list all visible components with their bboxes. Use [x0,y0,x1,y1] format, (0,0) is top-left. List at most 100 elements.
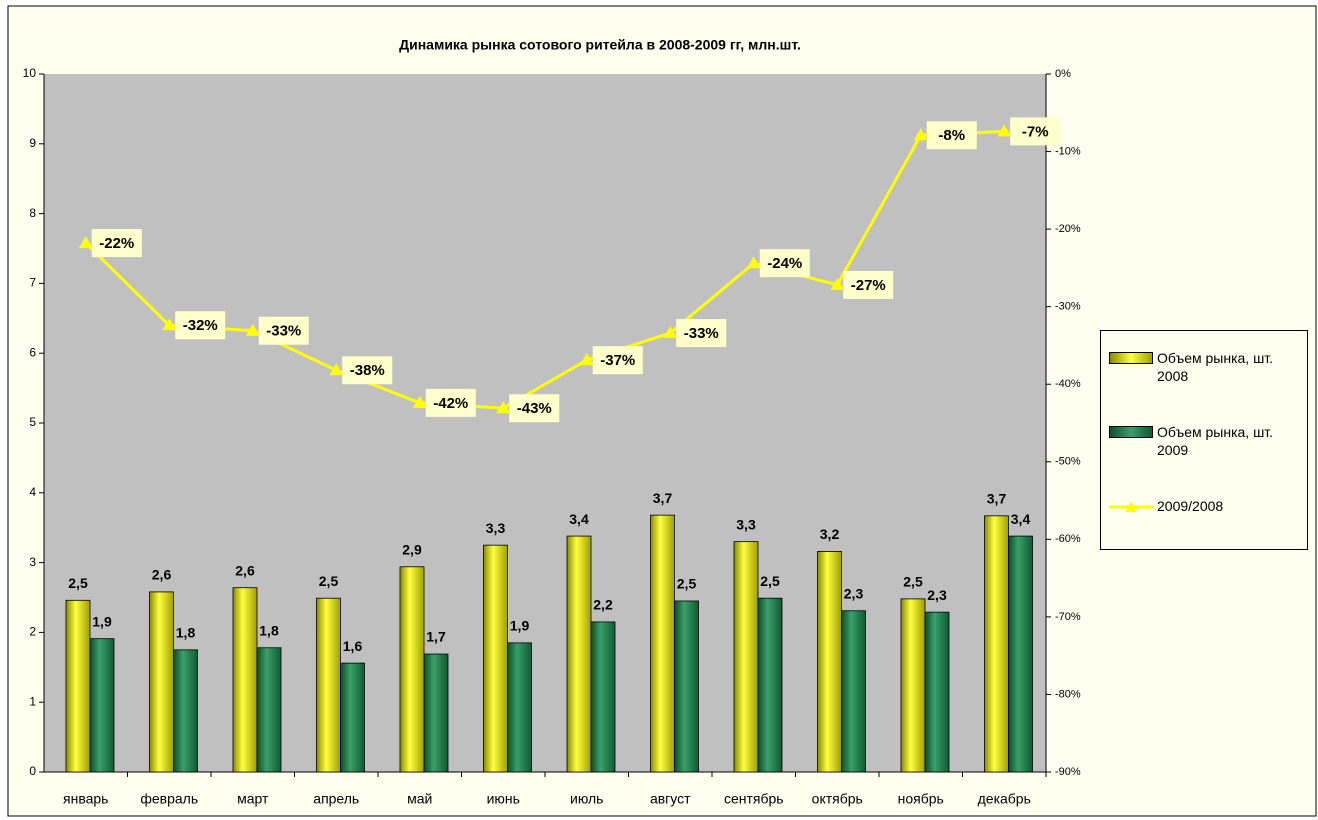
line-label: -38% [350,362,385,379]
bar-label: 2,2 [593,597,613,613]
y2-tick-label: -70% [1055,611,1081,623]
bar-label: 3,2 [820,526,840,542]
x-tick-label: сентябрь [724,791,784,807]
legend-label: Объем рынка, шт. 2008 [1157,350,1274,384]
legend: Объем рынка, шт. 2008 Объем рынка, шт. 20… [1100,330,1308,550]
y2-tick-label: -40% [1055,378,1081,390]
bar-label: 1,8 [259,622,279,638]
bar [507,642,532,773]
bar [757,597,783,773]
legend-swatch [1109,426,1153,438]
y-tick-label: 1 [29,694,36,708]
y-tick-label: 6 [29,345,36,359]
bar [841,610,866,773]
line-marker [78,236,93,249]
bar [900,598,926,773]
x-tick-label: январь [63,791,108,807]
x-tick-label: ноябрь [898,791,944,807]
line-label-box [509,394,560,423]
line-label-box [91,229,142,258]
y-tick-label: 10 [23,66,37,80]
bar [173,649,198,773]
bar [566,535,592,773]
bar-label: 2,9 [402,541,422,557]
y2-tick-label: -90% [1055,766,1081,778]
bar-label: 2,5 [677,576,697,592]
line-marker [245,323,260,336]
line-marker [830,277,845,290]
bar [483,544,508,773]
line-label: -33% [266,323,301,340]
bar [256,647,282,773]
bar-label: 3,4 [1011,511,1031,527]
x-tick-label: август [650,791,691,807]
line-marker [913,128,928,141]
y2-tick-label: 0% [1055,68,1071,80]
y-tick-label: 4 [29,485,36,499]
bar [232,587,258,773]
line-label: -32% [183,317,218,334]
bar [340,662,365,773]
bar [316,597,341,773]
line-label-box [342,356,393,385]
line-marker [997,124,1012,137]
line-label-box [1010,117,1061,146]
legend-item: 2009/2008 [1109,497,1297,515]
x-tick-label: декабрь [978,791,1031,807]
line-marker [746,256,761,269]
bar [817,551,842,773]
bar-label: 3,7 [987,491,1007,507]
line [84,129,1005,410]
line-label: -8% [938,127,965,144]
y2-tick-label: -80% [1055,688,1081,700]
line-label: -33% [684,325,719,342]
line-label: -22% [99,235,134,252]
y-tick-label: 3 [29,555,36,569]
y2-tick-label: -10% [1055,145,1081,157]
bar-label: 1,6 [343,638,363,654]
line-label-box [592,346,643,375]
line-label-box [676,319,727,348]
legend-label: 2009/2008 [1157,498,1224,514]
y-tick-label: 9 [29,136,36,150]
legend-item: Объем рынка, шт. 2008 [1109,349,1297,385]
line-marker [162,318,177,331]
y-tick-label: 7 [29,276,36,290]
line-label-box [759,249,810,278]
bar-label: 3,3 [486,520,506,536]
line-marker [496,401,511,414]
x-tick-label: февраль [140,791,198,807]
line-marker [412,395,427,408]
bar [733,541,759,773]
legend-line [1109,501,1153,512]
bar [650,514,675,773]
bar-label: 2,6 [152,567,172,583]
bar [423,653,449,773]
y2-tick-label: -20% [1055,223,1081,235]
line-label: -24% [767,255,802,272]
bar-label: 3,7 [653,490,673,506]
chart-title: Динамика рынка сотового ритейла в 2008-2… [399,37,801,53]
legend-swatch [1109,352,1153,364]
bar-label: 1,9 [510,618,530,634]
line-label: -7% [1022,123,1049,140]
plot-area [44,74,1046,772]
bar-label: 2,6 [235,562,255,578]
line-label-box [425,388,476,417]
line-label: -27% [851,277,886,294]
legend-swatch [1109,500,1153,512]
x-tick-label: октябрь [812,791,863,807]
y-tick-label: 0 [29,764,36,778]
bar-label: 1,9 [92,613,112,629]
line-label-box [258,316,309,345]
line-label-box [843,270,894,299]
bar [984,515,1009,773]
x-tick-label: март [237,791,269,807]
bar-label: 2,5 [68,575,88,591]
legend-label: Объем рынка, шт. 2009 [1157,424,1274,458]
bar [590,621,616,773]
bar-label: 2,5 [319,573,339,589]
bar-label: 2,3 [927,587,947,603]
